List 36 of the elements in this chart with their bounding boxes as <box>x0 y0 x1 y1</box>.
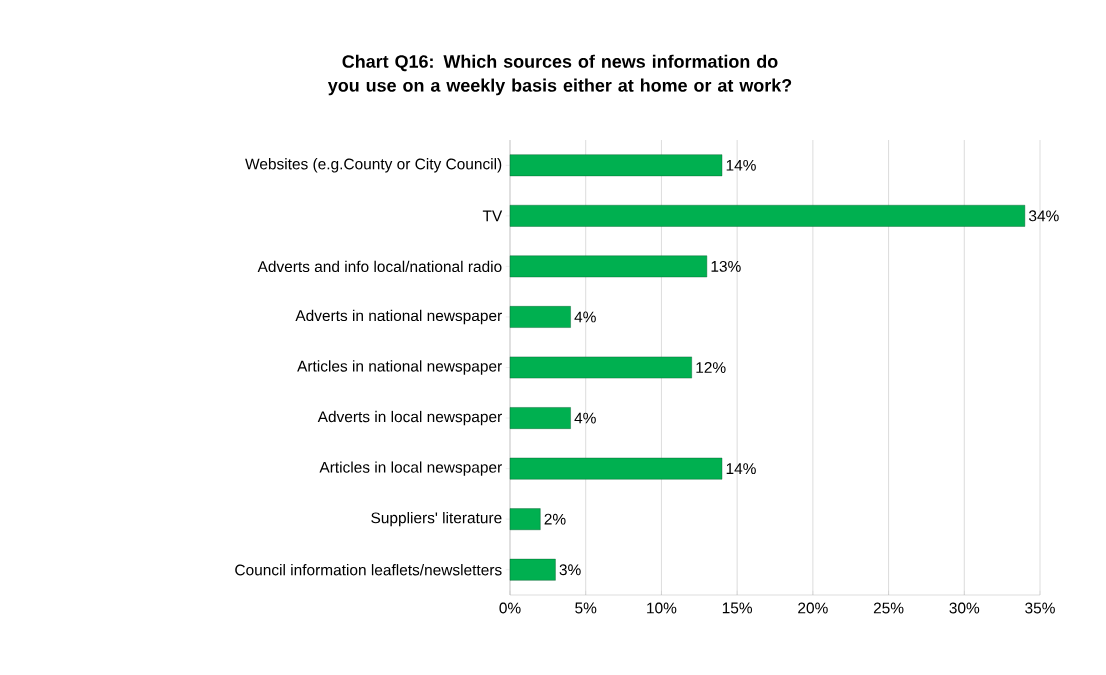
x-tick-label: 35% <box>1025 602 1055 614</box>
bar <box>509 356 692 379</box>
bar <box>509 457 723 480</box>
bar <box>509 558 556 581</box>
bar <box>509 407 571 429</box>
x-tick-label: 30% <box>949 602 980 614</box>
x-tick-label: 20% <box>798 602 828 614</box>
data-label: 3% <box>559 564 581 576</box>
data-label: 4% <box>574 412 596 424</box>
y-tick-label: Suppliers' literature <box>371 511 502 527</box>
x-tick-label: 15% <box>722 602 753 614</box>
data-label: 12% <box>696 362 726 373</box>
y-tick-label: Websites (e.g.County or City Council) <box>245 158 502 173</box>
y-tick-label: Articles in national newspaper <box>297 360 502 375</box>
y-tick-label: Adverts in national newspaper <box>295 309 502 325</box>
x-tick-label: 0% <box>499 602 521 614</box>
bar <box>509 255 708 278</box>
x-tick-label: 10% <box>647 602 677 614</box>
bar <box>509 154 723 177</box>
y-tick-label: TV <box>482 210 503 222</box>
x-tick-label: 25% <box>873 602 904 614</box>
y-tick-label: Articles in local newspaper <box>319 461 502 476</box>
bar <box>509 306 571 328</box>
data-label: 14% <box>726 159 756 171</box>
data-label: 4% <box>574 311 596 323</box>
data-label: 34% <box>1028 210 1059 222</box>
y-tick-label: Council information leaflets/newsletters <box>235 564 502 576</box>
bar <box>509 205 1026 227</box>
x-tick-label: 5% <box>575 602 597 614</box>
chart-title: Chart Q16: Which sources of news information do you use on a weekly basis either at home or at work? <box>327 54 792 96</box>
bar <box>509 508 541 530</box>
data-label: 14% <box>726 463 756 475</box>
data-label: 13% <box>711 260 741 272</box>
data-label: 2% <box>544 513 566 525</box>
y-tick-label: Adverts in local newspaper <box>317 410 502 426</box>
y-tick-label: Adverts and info local/national radio <box>257 260 502 273</box>
